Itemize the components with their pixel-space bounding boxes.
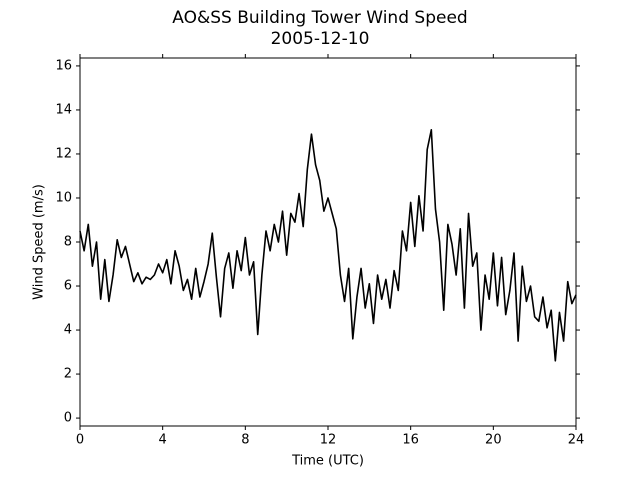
chart-title: AO&SS Building Tower Wind Speed [172, 8, 467, 28]
chart-subtitle: 2005-12-10 [271, 29, 370, 49]
y-tick-label: 16 [55, 58, 72, 73]
x-tick-label: 20 [485, 433, 502, 448]
y-tick-label: 0 [64, 411, 72, 426]
data-line [79, 128, 577, 362]
y-tick-label: 14 [55, 102, 72, 117]
plot-frame [79, 57, 577, 427]
x-tick-label: 12 [320, 433, 337, 448]
y-tick-label: 10 [55, 190, 72, 205]
x-axis-label: Time (UTC) [291, 454, 364, 469]
y-tick-label: 8 [64, 235, 72, 250]
y-tick-label: 6 [64, 279, 72, 294]
x-tick-label: 16 [402, 433, 419, 448]
y-tick-label: 12 [55, 146, 72, 161]
x-tick-label: 4 [159, 433, 167, 448]
x-tick-label: 0 [76, 433, 84, 448]
y-tick-label: 2 [64, 367, 72, 382]
x-tick-label: 8 [241, 433, 249, 448]
y-axis-label: Wind Speed (m/s) [32, 184, 47, 300]
y-tick-label: 4 [64, 323, 72, 338]
x-tick-label: 24 [568, 433, 585, 448]
